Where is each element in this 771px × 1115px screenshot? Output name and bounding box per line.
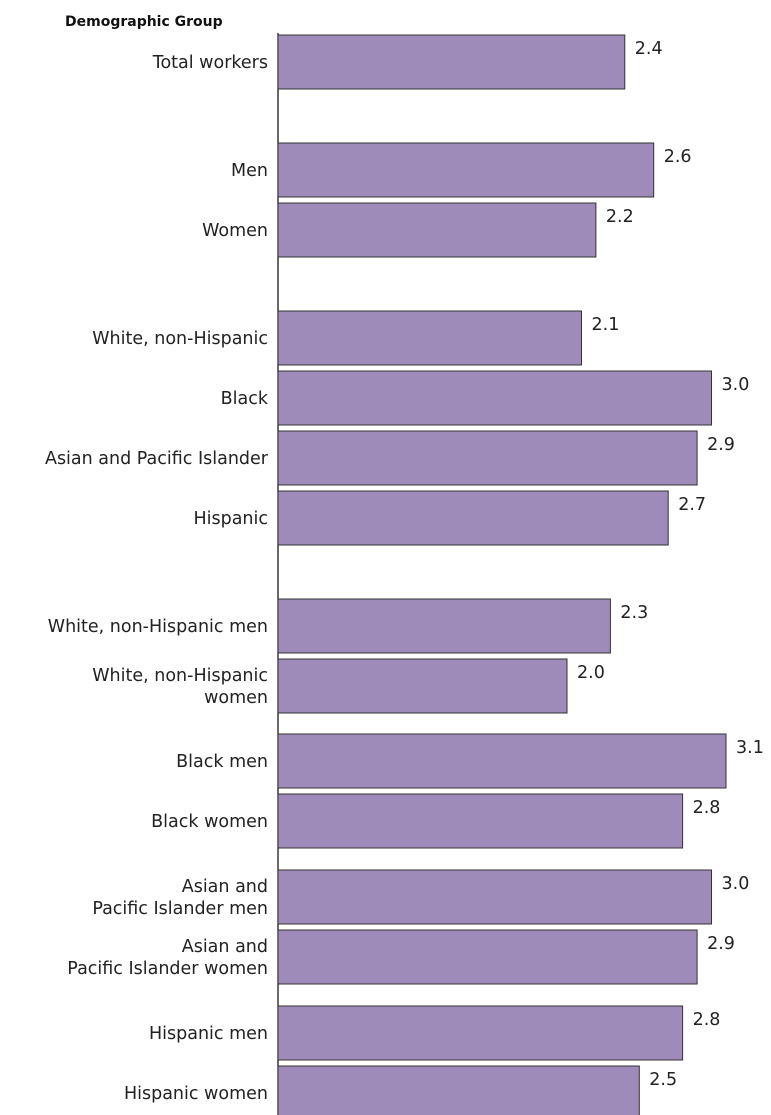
bar: [277, 430, 698, 486]
category-label-line: Pacific Islander women: [67, 959, 268, 979]
category-label-line: women: [204, 688, 268, 708]
value-label: 3.1: [736, 738, 764, 758]
category-label-line: Pacific Islander men: [92, 899, 268, 919]
group-title: Demographic Group: [65, 14, 223, 30]
value-label: 3.0: [722, 375, 750, 395]
bar: [277, 1005, 684, 1061]
bar: [277, 733, 727, 789]
category-label-line: Hispanic women: [124, 1084, 268, 1104]
bar: [277, 658, 568, 714]
category-label-line: Men: [231, 161, 268, 181]
category-label-line: Asian and: [182, 877, 268, 897]
category-label: Women: [202, 221, 268, 241]
category-label: Hispanic men: [149, 1024, 268, 1044]
bar: [277, 370, 712, 426]
value-label: 2.9: [707, 435, 735, 455]
category-label: Asian and Pacific Islander women: [67, 937, 268, 979]
category-label: Asian and Pacific Islander: [45, 449, 269, 469]
category-label-line: White, non-Hispanic: [92, 329, 268, 349]
value-label: 2.4: [635, 39, 663, 59]
value-label: 2.8: [693, 798, 721, 818]
category-label-line: Black women: [151, 812, 268, 832]
value-label: 2.9: [707, 934, 735, 954]
value-label: 2.6: [664, 147, 692, 167]
category-label: Hispanic: [193, 509, 268, 529]
category-labels-group: Total workers Men Women White, non-Hispanic…: [45, 53, 269, 1104]
category-label: Asian and Pacific Islander men: [92, 877, 268, 919]
category-label: Hispanic women: [124, 1084, 268, 1104]
value-label: 2.7: [678, 495, 706, 515]
category-label-line: White, non-Hispanic men: [48, 617, 268, 637]
category-label-line: Women: [202, 221, 268, 241]
category-label: Black men: [176, 752, 268, 772]
category-label-line: Total workers: [152, 53, 268, 73]
bar: [277, 490, 669, 546]
category-label: Black: [221, 389, 269, 409]
value-labels-group: 2.4 2.6 2.2 2.1 3.0 2.9 2.7 2.3 2.0 3.1 2.8 3.0 2.9 2…: [577, 39, 764, 1090]
value-label: 2.5: [649, 1070, 677, 1090]
bar: [277, 202, 597, 258]
category-label: White, non-Hispanic men: [48, 617, 268, 637]
category-label-line: Hispanic: [193, 509, 268, 529]
category-label-line: Black: [221, 389, 269, 409]
value-label: 2.2: [606, 207, 634, 227]
value-label: 3.0: [722, 874, 750, 894]
category-label-line: Black men: [176, 752, 268, 772]
category-label-line: Asian and Pacific Islander: [45, 449, 269, 469]
category-label-line: Hispanic men: [149, 1024, 268, 1044]
category-label: Total workers: [152, 53, 268, 73]
bar: [277, 598, 611, 654]
category-label: White, non-Hispanic: [92, 329, 268, 349]
bar: [277, 310, 582, 366]
bar: [277, 793, 684, 849]
bar: [277, 1065, 640, 1115]
category-label: Men: [231, 161, 268, 181]
value-label: 2.3: [620, 603, 648, 623]
value-label: 2.0: [577, 663, 605, 683]
bar: [277, 869, 712, 925]
bar: [277, 929, 698, 985]
category-label-line: Asian and: [182, 937, 268, 957]
category-label: White, non-Hispanic women: [92, 666, 268, 708]
bar: [277, 34, 626, 90]
category-label: Black women: [151, 812, 268, 832]
bars-group: [277, 34, 727, 1115]
value-label: 2.1: [592, 315, 620, 335]
category-label-line: White, non-Hispanic: [92, 666, 268, 686]
bar: [277, 142, 655, 198]
value-label: 2.8: [693, 1010, 721, 1030]
